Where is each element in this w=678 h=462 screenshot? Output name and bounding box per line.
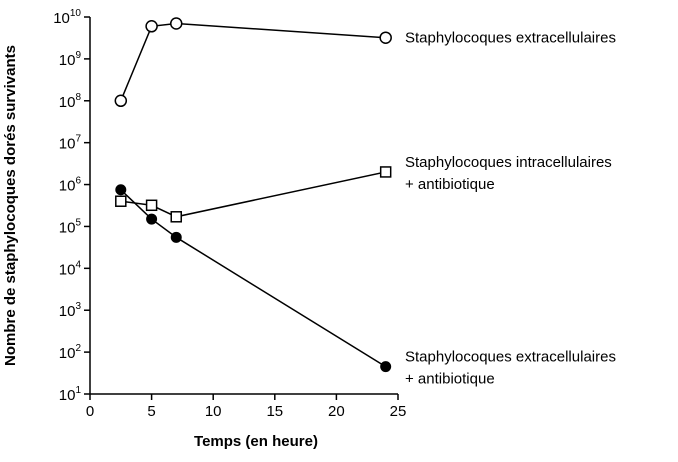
y-tick-exponent: 3	[75, 301, 81, 312]
y-tick-exponent: 2	[75, 343, 81, 354]
y-tick-base: 10	[59, 136, 76, 153]
series-label: Staphylocoques extracellulaires	[405, 30, 616, 47]
y-axis-title: Nombre de staphylocoques dorés survivant…	[2, 45, 19, 366]
y-tick-exponent: 9	[75, 50, 81, 61]
data-point-filled-circle	[170, 231, 182, 243]
data-point-open-circle	[145, 20, 158, 33]
y-tick-label: 104	[59, 259, 82, 278]
series-label-line: + antibiotique	[405, 176, 495, 193]
x-tick-label: 5	[147, 403, 155, 420]
data-point-filled-circle	[146, 213, 158, 225]
y-tick-base: 10	[59, 94, 76, 111]
x-tick-label: 15	[266, 403, 283, 420]
data-point-open-square	[170, 211, 182, 223]
series-3: Staphylocoques extracellulaires + antibio…	[115, 184, 616, 388]
data-point-open-square	[145, 199, 158, 212]
data-point-open-circle	[379, 31, 392, 44]
y-tick-label: 108	[59, 92, 82, 111]
axes: 0 5 10 15 20 25101102103104105106107108109101…	[53, 8, 406, 420]
y-tick-exponent: 7	[75, 134, 81, 145]
x-axis-title: Temps (en heure)	[194, 433, 318, 450]
y-tick-label: 107	[59, 134, 82, 153]
series-line	[120, 171, 386, 218]
x-tick-label: 25	[390, 403, 407, 420]
series-label: Staphylocoques extracellulaires + antibio…	[405, 349, 616, 388]
data-point-open-square	[115, 195, 127, 207]
x-tick-label: 10	[205, 403, 222, 420]
data-point-filled-circle	[115, 184, 127, 196]
series-label: Staphylocoques intracellulaires + antibio…	[405, 154, 612, 193]
series-label-line: Staphylocoques extracellulaires	[405, 30, 616, 47]
y-tick-base: 10	[59, 387, 76, 404]
y-tick-base: 10	[59, 178, 76, 195]
y-tick-base: 10	[59, 345, 76, 362]
y-tick-base: 10	[59, 219, 76, 236]
y-tick-exponent: 10	[70, 8, 82, 19]
y-tick-exponent: 5	[75, 217, 81, 228]
series-2: Staphylocoques intracellulaires + antibio…	[115, 154, 612, 223]
series-1: Staphylocoques extracellulaires	[114, 17, 616, 108]
data-point-open-circle	[169, 17, 183, 30]
x-tick-label: 20	[328, 403, 345, 420]
y-tick-exponent: 4	[75, 259, 81, 270]
y-tick-exponent: 8	[75, 92, 81, 103]
y-tick-label: 103	[59, 301, 82, 320]
y-tick-exponent: 6	[75, 176, 81, 187]
y-tick-label: 106	[59, 176, 82, 195]
x-tick-label: 0	[86, 403, 94, 420]
series-line	[120, 189, 387, 368]
data-point-open-square	[379, 166, 392, 178]
y-tick-exponent: 1	[75, 385, 81, 396]
y-tick-label: 101	[59, 385, 82, 404]
y-tick-base: 10	[53, 10, 70, 27]
series-line	[120, 22, 386, 102]
y-tick-label: 109	[59, 50, 82, 69]
series-label-line: + antibiotique	[405, 371, 495, 388]
series-layer: Staphylocoques extracellulairesStaphyloc…	[114, 17, 616, 388]
y-tick-label: 102	[59, 343, 82, 362]
y-tick-base: 10	[59, 303, 76, 320]
data-point-open-circle	[114, 94, 128, 108]
series-label-line: Staphylocoques intracellulaires	[405, 154, 612, 171]
y-tick-base: 10	[59, 52, 76, 69]
data-point-filled-circle	[380, 361, 392, 373]
y-tick-label: 1010	[53, 8, 81, 27]
y-tick-base: 10	[59, 261, 76, 278]
y-tick-label: 105	[59, 217, 82, 236]
series-label-line: Staphylocoques extracellulaires	[405, 349, 616, 366]
